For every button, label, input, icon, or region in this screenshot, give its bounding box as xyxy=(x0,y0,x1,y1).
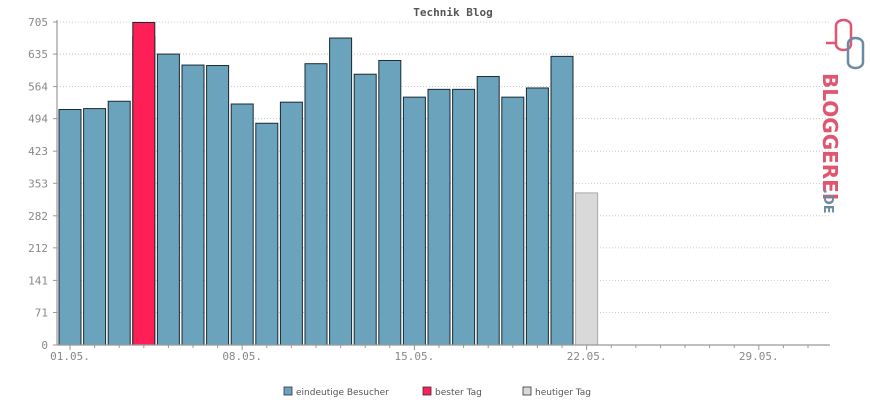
x-tick-label: 15.05. xyxy=(395,350,435,363)
y-tick-label: 705 xyxy=(28,16,48,29)
bar-11.05. xyxy=(304,63,328,346)
legend-swatch xyxy=(422,386,432,396)
legend: eindeutige Besucher bester Tag heutiger Ta… xyxy=(283,386,591,398)
axes xyxy=(56,20,830,346)
bar-09.05. xyxy=(255,122,279,346)
bar-22.05. xyxy=(575,192,599,346)
chart-title: Technik Blog xyxy=(413,6,492,19)
legend-label: eindeutige Besucher xyxy=(296,388,389,398)
bar-13.05. xyxy=(353,73,377,346)
logo-text: BLOGGEREI xyxy=(818,73,842,200)
bar-21.05. xyxy=(550,55,574,346)
x-tick-label: 08.05. xyxy=(222,350,262,363)
y-tick-label: 423 xyxy=(28,145,48,158)
bar-20.05. xyxy=(525,87,549,346)
legend-label: bester Tag xyxy=(435,388,482,398)
legend-label: heutiger Tag xyxy=(535,388,591,398)
bar-06.05. xyxy=(181,64,205,346)
bar-12.05. xyxy=(329,37,353,346)
bar-03.05. xyxy=(107,100,131,346)
y-tick-label: 0 xyxy=(41,339,48,352)
bar-14.05. xyxy=(378,59,402,346)
bar-17.05. xyxy=(452,88,476,346)
bar-10.05. xyxy=(279,101,303,346)
legend-swatch xyxy=(522,386,532,396)
x-axis-ticks: 01.05. 08.05. 15.05. 22.05. 29.05. xyxy=(50,345,809,363)
y-tick-label: 564 xyxy=(28,81,48,94)
y-tick-label: 141 xyxy=(28,274,48,287)
y-tick-label: 71 xyxy=(35,306,48,319)
y-tick-label: 212 xyxy=(28,242,48,255)
bar-18.05. xyxy=(476,76,500,346)
bar-08.05. xyxy=(230,103,254,346)
bar-19.05. xyxy=(501,96,525,346)
y-tick-label: 353 xyxy=(28,177,48,190)
y-tick-label: 494 xyxy=(28,113,48,126)
y-tick-label: 282 xyxy=(28,210,48,223)
bar-01.05. xyxy=(58,109,82,346)
legend-swatch xyxy=(283,386,293,396)
bar-15.05. xyxy=(402,96,426,346)
bar-04.05. xyxy=(132,21,156,346)
bar-02.05. xyxy=(83,108,107,346)
x-tick-label: 22.05. xyxy=(567,350,607,363)
bars xyxy=(58,21,599,346)
bar-16.05. xyxy=(427,88,451,346)
bar-05.05. xyxy=(156,53,180,346)
logo-suffix: .DE xyxy=(820,189,835,214)
bar-07.05. xyxy=(206,65,230,346)
x-tick-label: 29.05. xyxy=(739,350,779,363)
bloggerei-logo: BLOGGEREI .DE xyxy=(818,18,865,214)
x-tick-label: 01.05. xyxy=(50,350,90,363)
y-axis-ticks: 0 71 141 212 282 353 423 494 564 635 705 xyxy=(28,16,57,352)
y-tick-label: 635 xyxy=(28,48,48,61)
